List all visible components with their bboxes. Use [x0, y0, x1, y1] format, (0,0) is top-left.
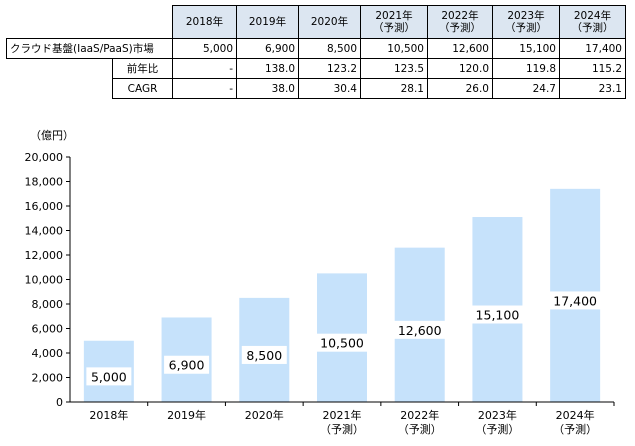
data-label: 5,000: [91, 369, 127, 384]
row-label-cagr: CAGR: [112, 78, 173, 99]
data-label: 15,100: [476, 308, 520, 323]
x-tick-label: 2021年（予測）: [320, 408, 364, 436]
row-label-market: クラウド基盤(IaaS/PaaS)市場: [6, 38, 173, 59]
table-cell: 26.0: [427, 78, 493, 99]
table-cell: 28.1: [360, 78, 428, 99]
table-cell: 12,600: [427, 38, 493, 59]
x-tick-label: 2020年: [245, 408, 284, 422]
data-label: 12,600: [398, 323, 442, 338]
data-label-box: [548, 291, 602, 310]
y-tick-label: 4,000: [32, 347, 64, 360]
table-cell: 30.4: [298, 78, 361, 99]
y-tick-label: 0: [56, 396, 63, 409]
y-tick-label: 6,000: [32, 323, 64, 336]
table-row-cagr: CAGR - 38.0 30.4 28.1 26.0 24.7 23.1: [6, 78, 626, 99]
data-label-box: [86, 367, 132, 386]
table-header-year: 2019年: [236, 5, 299, 39]
x-tick-label: 2019年: [167, 408, 206, 422]
table-cell: 17,400: [559, 38, 626, 59]
table-header-year: 2024年 （予測）: [559, 5, 626, 39]
x-tick-label: 2018年: [89, 408, 128, 422]
table-header-year: 2021年 （予測）: [360, 5, 428, 39]
data-label-box: [164, 355, 210, 374]
y-tick-label: 20,000: [25, 151, 64, 164]
y-tick-label: 16,000: [25, 200, 64, 213]
data-label-box: [393, 320, 446, 339]
header-blank-cell: [112, 5, 173, 39]
data-label: 6,900: [169, 358, 205, 373]
table-header-row: 2018年 2019年 2020年 2021年 （予測） 2022年 （予測） …: [6, 5, 626, 39]
market-table: 2018年 2019年 2020年 2021年 （予測） 2022年 （予測） …: [6, 5, 626, 99]
table-cell: 123.2: [298, 58, 361, 79]
row-indent-cell: [6, 58, 113, 79]
x-tick-label: 2022年（予測）: [398, 408, 442, 436]
data-label-box: [241, 345, 287, 364]
y-tick-label: 8,000: [32, 298, 64, 311]
table-header-year: 2020年: [298, 5, 361, 39]
table-header-year: 2023年 （予測）: [492, 5, 560, 39]
table-row-market: クラウド基盤(IaaS/PaaS)市場 5,000 6,900 8,500 10…: [6, 38, 626, 59]
data-label-box: [315, 333, 369, 352]
y-tick-label: 18,000: [25, 176, 64, 189]
data-label: 10,500: [320, 336, 364, 351]
y-tick-label: 2,000: [32, 372, 64, 385]
y-axis-unit-label: （億円）: [30, 129, 74, 142]
data-label: 8,500: [246, 348, 282, 363]
data-label-box: [471, 305, 524, 324]
table-header-year: 2018年: [172, 5, 237, 39]
y-tick-label: 12,000: [25, 249, 64, 262]
table-header-year: 2022年 （予測）: [427, 5, 493, 39]
row-label-yoy: 前年比: [112, 58, 173, 79]
table-row-yoy: 前年比 - 138.0 123.2 123.5 120.0 119.8 115.…: [6, 58, 626, 79]
x-tick-label: 2023年（予測）: [475, 408, 519, 436]
row-indent-cell: [6, 78, 113, 99]
y-tick-label: 14,000: [25, 225, 64, 238]
y-tick-label: 10,000: [25, 274, 64, 287]
table-cell: 23.1: [559, 78, 626, 99]
header-blank-cell: [6, 5, 113, 39]
table-cell: 24.7: [492, 78, 560, 99]
data-label: 17,400: [553, 293, 597, 308]
x-tick-label: 2024年（予測）: [553, 408, 597, 436]
